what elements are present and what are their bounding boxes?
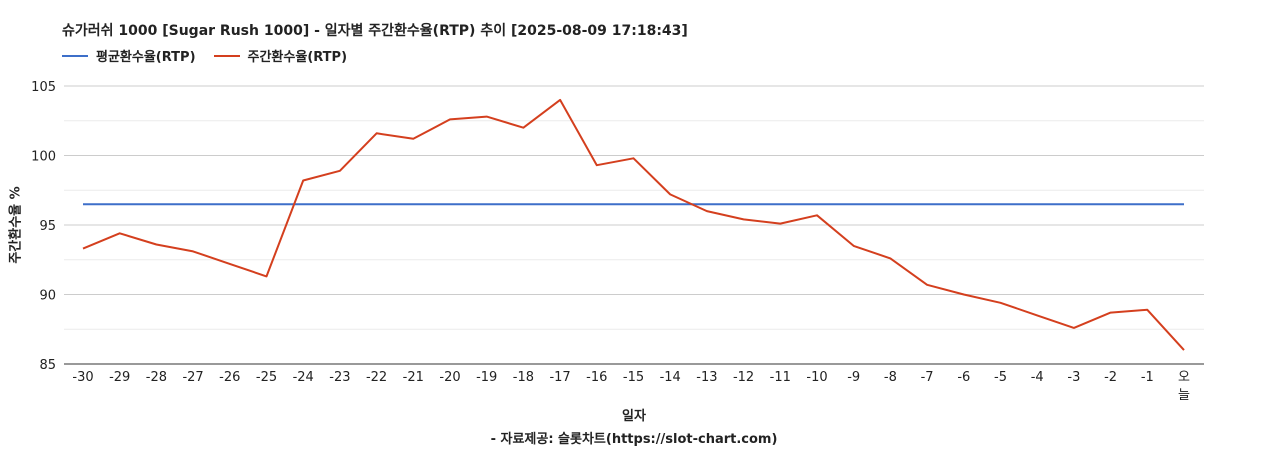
legend-item-weekly: 주간환수율(RTP) — [213, 46, 348, 65]
x-tick-label: -23 — [329, 370, 350, 385]
x-tick-label: -4 — [1031, 370, 1044, 385]
x-tick-label: -6 — [957, 370, 970, 385]
legend-swatch-weekly — [213, 54, 240, 57]
x-tick-label: -7 — [921, 370, 934, 385]
y-tick-label: 90 — [39, 289, 56, 304]
x-tick-label: -11 — [770, 370, 791, 385]
x-tick-label: -10 — [806, 370, 827, 385]
x-tick-label: 늘 — [1178, 388, 1190, 403]
x-tick-label: -5 — [994, 370, 1007, 385]
legend-item-average: 평균환수율(RTP) — [62, 46, 196, 65]
source-credit: - 자료제공: 슬롯차트(https://slot-chart.com) — [490, 432, 778, 447]
x-tick-label: -25 — [256, 370, 277, 385]
x-tick-label: -13 — [696, 370, 717, 385]
x-tick-label: -30 — [72, 370, 93, 385]
legend-label-weekly: 주간환수율(RTP) — [247, 50, 348, 65]
x-axis-label: 일자 — [622, 409, 646, 424]
y-tick-label: 105 — [31, 80, 56, 95]
x-tick-label: -9 — [847, 370, 860, 385]
x-tick-label: -2 — [1104, 370, 1117, 385]
legend-label-average: 평균환수율(RTP) — [96, 50, 196, 65]
x-tick-label: -20 — [439, 370, 460, 385]
x-tick-label: -16 — [586, 370, 607, 385]
x-tick-label: -26 — [219, 370, 240, 385]
x-tick-label: -18 — [513, 370, 534, 385]
y-tick-label: 100 — [31, 150, 56, 165]
y-tick-label: 95 — [39, 219, 56, 234]
x-tick-label: -8 — [884, 370, 897, 385]
x-tick-label: -14 — [660, 370, 681, 385]
y-axis-label: 주간환수율 % — [8, 186, 24, 264]
x-tick-label: -28 — [146, 370, 167, 385]
chart-title: 슈가러쉬 1000 [Sugar Rush 1000] - 일자별 주간환수율(… — [62, 23, 688, 39]
legend-swatch-average — [62, 54, 88, 57]
y-tick-label: 85 — [39, 358, 56, 373]
x-tick-label: -12 — [733, 370, 754, 385]
x-tick-label: -22 — [366, 370, 387, 385]
x-tick-label: 오 — [1178, 370, 1190, 385]
x-tick-label: -21 — [403, 370, 424, 385]
x-tick-label: -24 — [293, 370, 314, 385]
x-tick-label: -1 — [1141, 370, 1154, 385]
legend: 평균환수율(RTP) 주간환수율(RTP) — [62, 46, 365, 65]
x-tick-label: -3 — [1067, 370, 1080, 385]
x-tick-label: -15 — [623, 370, 644, 385]
x-tick-label: -29 — [109, 370, 130, 385]
series-line-weekly — [82, 98, 1185, 351]
x-tick-label: -27 — [182, 370, 203, 385]
x-tick-label: -17 — [549, 370, 570, 385]
x-tick-label: -19 — [476, 370, 497, 385]
